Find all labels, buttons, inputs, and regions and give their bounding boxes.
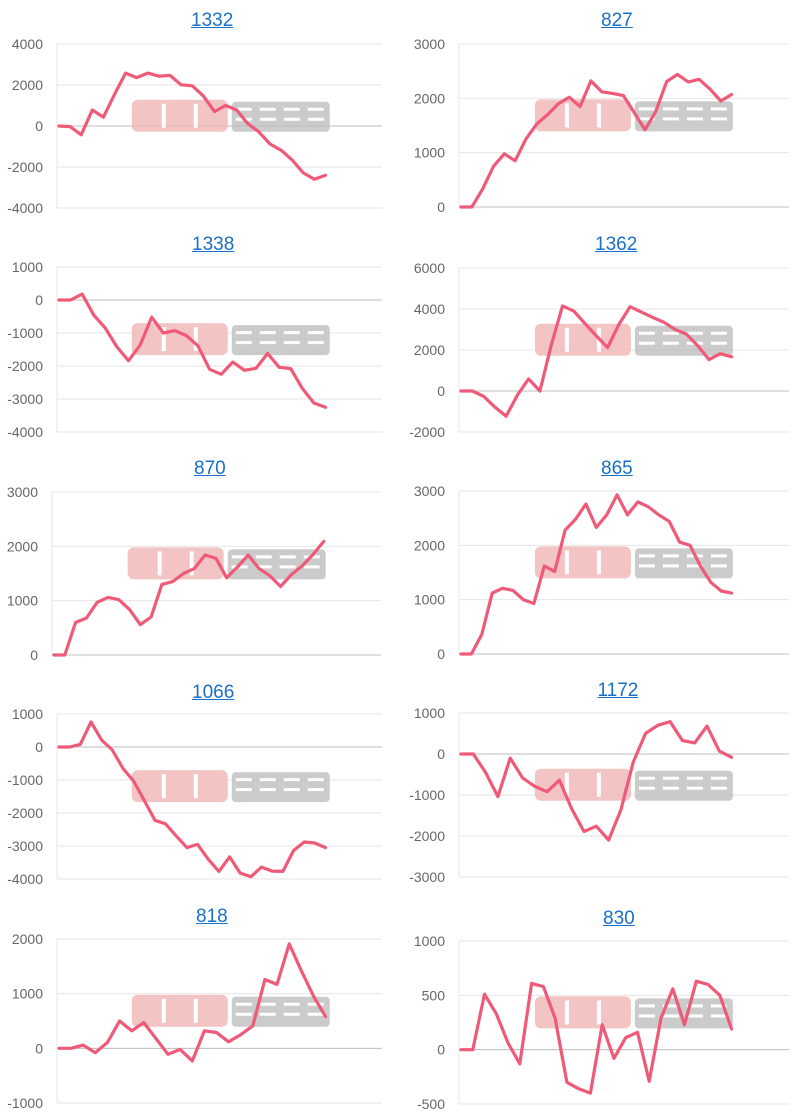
y-tick-label: 0 (437, 199, 445, 215)
series-line (57, 720, 328, 879)
y-tick-label: -1000 (7, 772, 43, 788)
watermark-logo (131, 99, 330, 132)
y-tick-label: 2000 (414, 342, 445, 358)
y-tick-label: -4000 (7, 424, 43, 440)
series-line (459, 979, 734, 1095)
chart-title-link[interactable]: 870 (194, 458, 226, 479)
y-tick-label: 1000 (7, 593, 38, 609)
watermark-logo (534, 996, 733, 1029)
watermark-logo (131, 994, 330, 1027)
series-line (57, 292, 328, 409)
y-tick-label: 0 (35, 292, 43, 308)
y-tick-label: 2000 (7, 538, 38, 554)
y-tick-label: 0 (30, 647, 38, 663)
chart-title-link[interactable]: 865 (601, 458, 633, 479)
y-tick-label: 0 (437, 383, 445, 399)
y-tick-label: -2000 (7, 358, 43, 374)
y-tick-label: -2000 (409, 828, 445, 844)
y-tick-label: 1000 (414, 592, 445, 608)
y-tick-label: -1000 (7, 1095, 43, 1111)
y-tick-label: -3000 (7, 838, 43, 854)
y-tick-label: 1000 (414, 933, 445, 949)
series-line (57, 71, 328, 181)
chart-title-link[interactable]: 1362 (595, 234, 638, 255)
y-tick-label: 3000 (7, 484, 38, 500)
y-tick-label: 3000 (414, 483, 445, 499)
y-tick-label: -2000 (409, 424, 445, 440)
chart-title-link[interactable]: 830 (603, 908, 635, 929)
chart-title-link[interactable]: 1066 (192, 682, 235, 703)
chart-title-link[interactable]: 1338 (192, 234, 235, 255)
y-tick-label: 3000 (414, 36, 445, 52)
y-tick-label: 6000 (414, 260, 445, 276)
y-tick-label: -3000 (7, 391, 43, 407)
chart-title-link[interactable]: 818 (196, 906, 228, 927)
y-tick-label: 1000 (414, 145, 445, 161)
y-tick-label: 0 (437, 746, 445, 762)
y-tick-label: -500 (417, 1096, 445, 1112)
y-tick-label: 0 (35, 1040, 43, 1056)
chart-title-link[interactable]: 827 (601, 10, 633, 31)
y-tick-label: 2000 (414, 90, 445, 106)
y-tick-label: 4000 (12, 36, 43, 52)
series-line (57, 942, 328, 1063)
watermark-logo (127, 547, 326, 580)
y-tick-label: -4000 (7, 871, 43, 887)
y-tick-label: 1000 (12, 706, 43, 722)
y-tick-label: 2000 (12, 931, 43, 947)
y-tick-label: 1000 (12, 259, 43, 275)
series-line (459, 493, 734, 656)
series-line (52, 539, 326, 657)
watermark-logo (534, 99, 733, 132)
series-line (459, 72, 734, 209)
y-tick-label: -2000 (7, 159, 43, 175)
y-tick-label: -3000 (409, 869, 445, 885)
y-tick-label: 0 (437, 1042, 445, 1058)
y-tick-label: -1000 (7, 325, 43, 341)
y-tick-label: 0 (35, 118, 43, 134)
watermark-logo (131, 323, 330, 356)
y-tick-label: 0 (437, 646, 445, 662)
chart-title-link[interactable]: 1332 (191, 10, 234, 31)
y-tick-label: 1000 (12, 986, 43, 1002)
series-line (459, 304, 734, 418)
y-tick-label: 2000 (12, 77, 43, 93)
y-tick-label: 1000 (414, 705, 445, 721)
watermark-logo (131, 770, 330, 803)
y-tick-label: -1000 (409, 787, 445, 803)
chart-title-link[interactable]: 1172 (597, 680, 639, 701)
y-tick-label: -2000 (7, 805, 43, 821)
watermark-logo (534, 768, 733, 801)
series-line (459, 719, 734, 842)
y-tick-label: 0 (35, 739, 43, 755)
y-tick-label: 2000 (414, 537, 445, 553)
y-tick-label: -4000 (7, 200, 43, 216)
y-tick-label: 4000 (414, 301, 445, 317)
y-tick-label: 500 (422, 987, 446, 1003)
